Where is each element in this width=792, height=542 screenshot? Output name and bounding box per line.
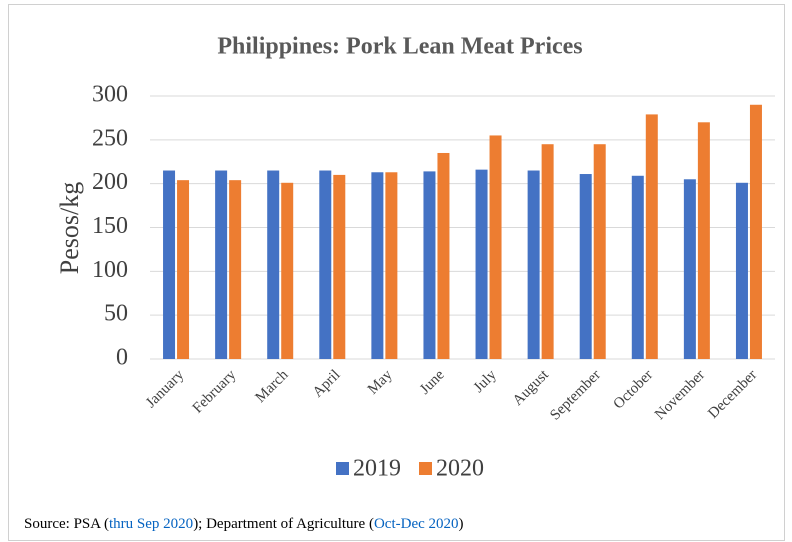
- source-prefix: Source: PSA (: [24, 516, 109, 532]
- legend-label: 2019: [353, 456, 401, 482]
- bar: [631, 175, 644, 359]
- bar: [645, 114, 658, 359]
- source-suffix: ): [459, 516, 464, 532]
- bar: [267, 170, 280, 359]
- bar: [163, 170, 176, 359]
- y-tick-label: 250: [92, 125, 128, 151]
- bar: [527, 170, 540, 359]
- chart-title: Philippines: Pork Lean Meat Prices: [217, 34, 582, 60]
- y-tick-label: 0: [116, 345, 128, 371]
- bar: [423, 171, 436, 359]
- bar: [215, 170, 228, 359]
- bar: [475, 169, 488, 359]
- bar: [749, 104, 762, 360]
- bar: [437, 152, 450, 359]
- bar: [177, 180, 190, 359]
- legend-swatch: [419, 462, 432, 475]
- bar: [683, 179, 696, 359]
- bar: [281, 182, 294, 359]
- bar: [579, 174, 592, 359]
- y-tick-label: 300: [92, 82, 128, 108]
- bar: [371, 172, 384, 359]
- bar: [385, 172, 398, 359]
- source-link[interactable]: thru Sep 2020: [109, 516, 193, 532]
- y-tick-label: 50: [104, 301, 128, 327]
- y-axis-label: Pesos/kg: [55, 182, 84, 274]
- bar: [333, 174, 346, 359]
- bar: [541, 144, 554, 359]
- legend-swatch: [336, 462, 349, 475]
- bar: [735, 182, 748, 359]
- bar: [593, 144, 606, 359]
- y-tick-label: 150: [92, 213, 128, 239]
- legend-label: 2020: [436, 456, 484, 482]
- source-note: Source: PSA (thru Sep 2020); Department …: [24, 516, 464, 532]
- bar: [697, 122, 710, 359]
- bar: [319, 170, 332, 359]
- y-tick-label: 200: [92, 169, 128, 195]
- bar: [229, 180, 242, 359]
- source-middle: ); Department of Agriculture (: [193, 516, 374, 532]
- y-tick-label: 100: [92, 257, 128, 283]
- bar: [489, 135, 502, 359]
- source-link[interactable]: Oct-Dec 2020: [374, 516, 459, 532]
